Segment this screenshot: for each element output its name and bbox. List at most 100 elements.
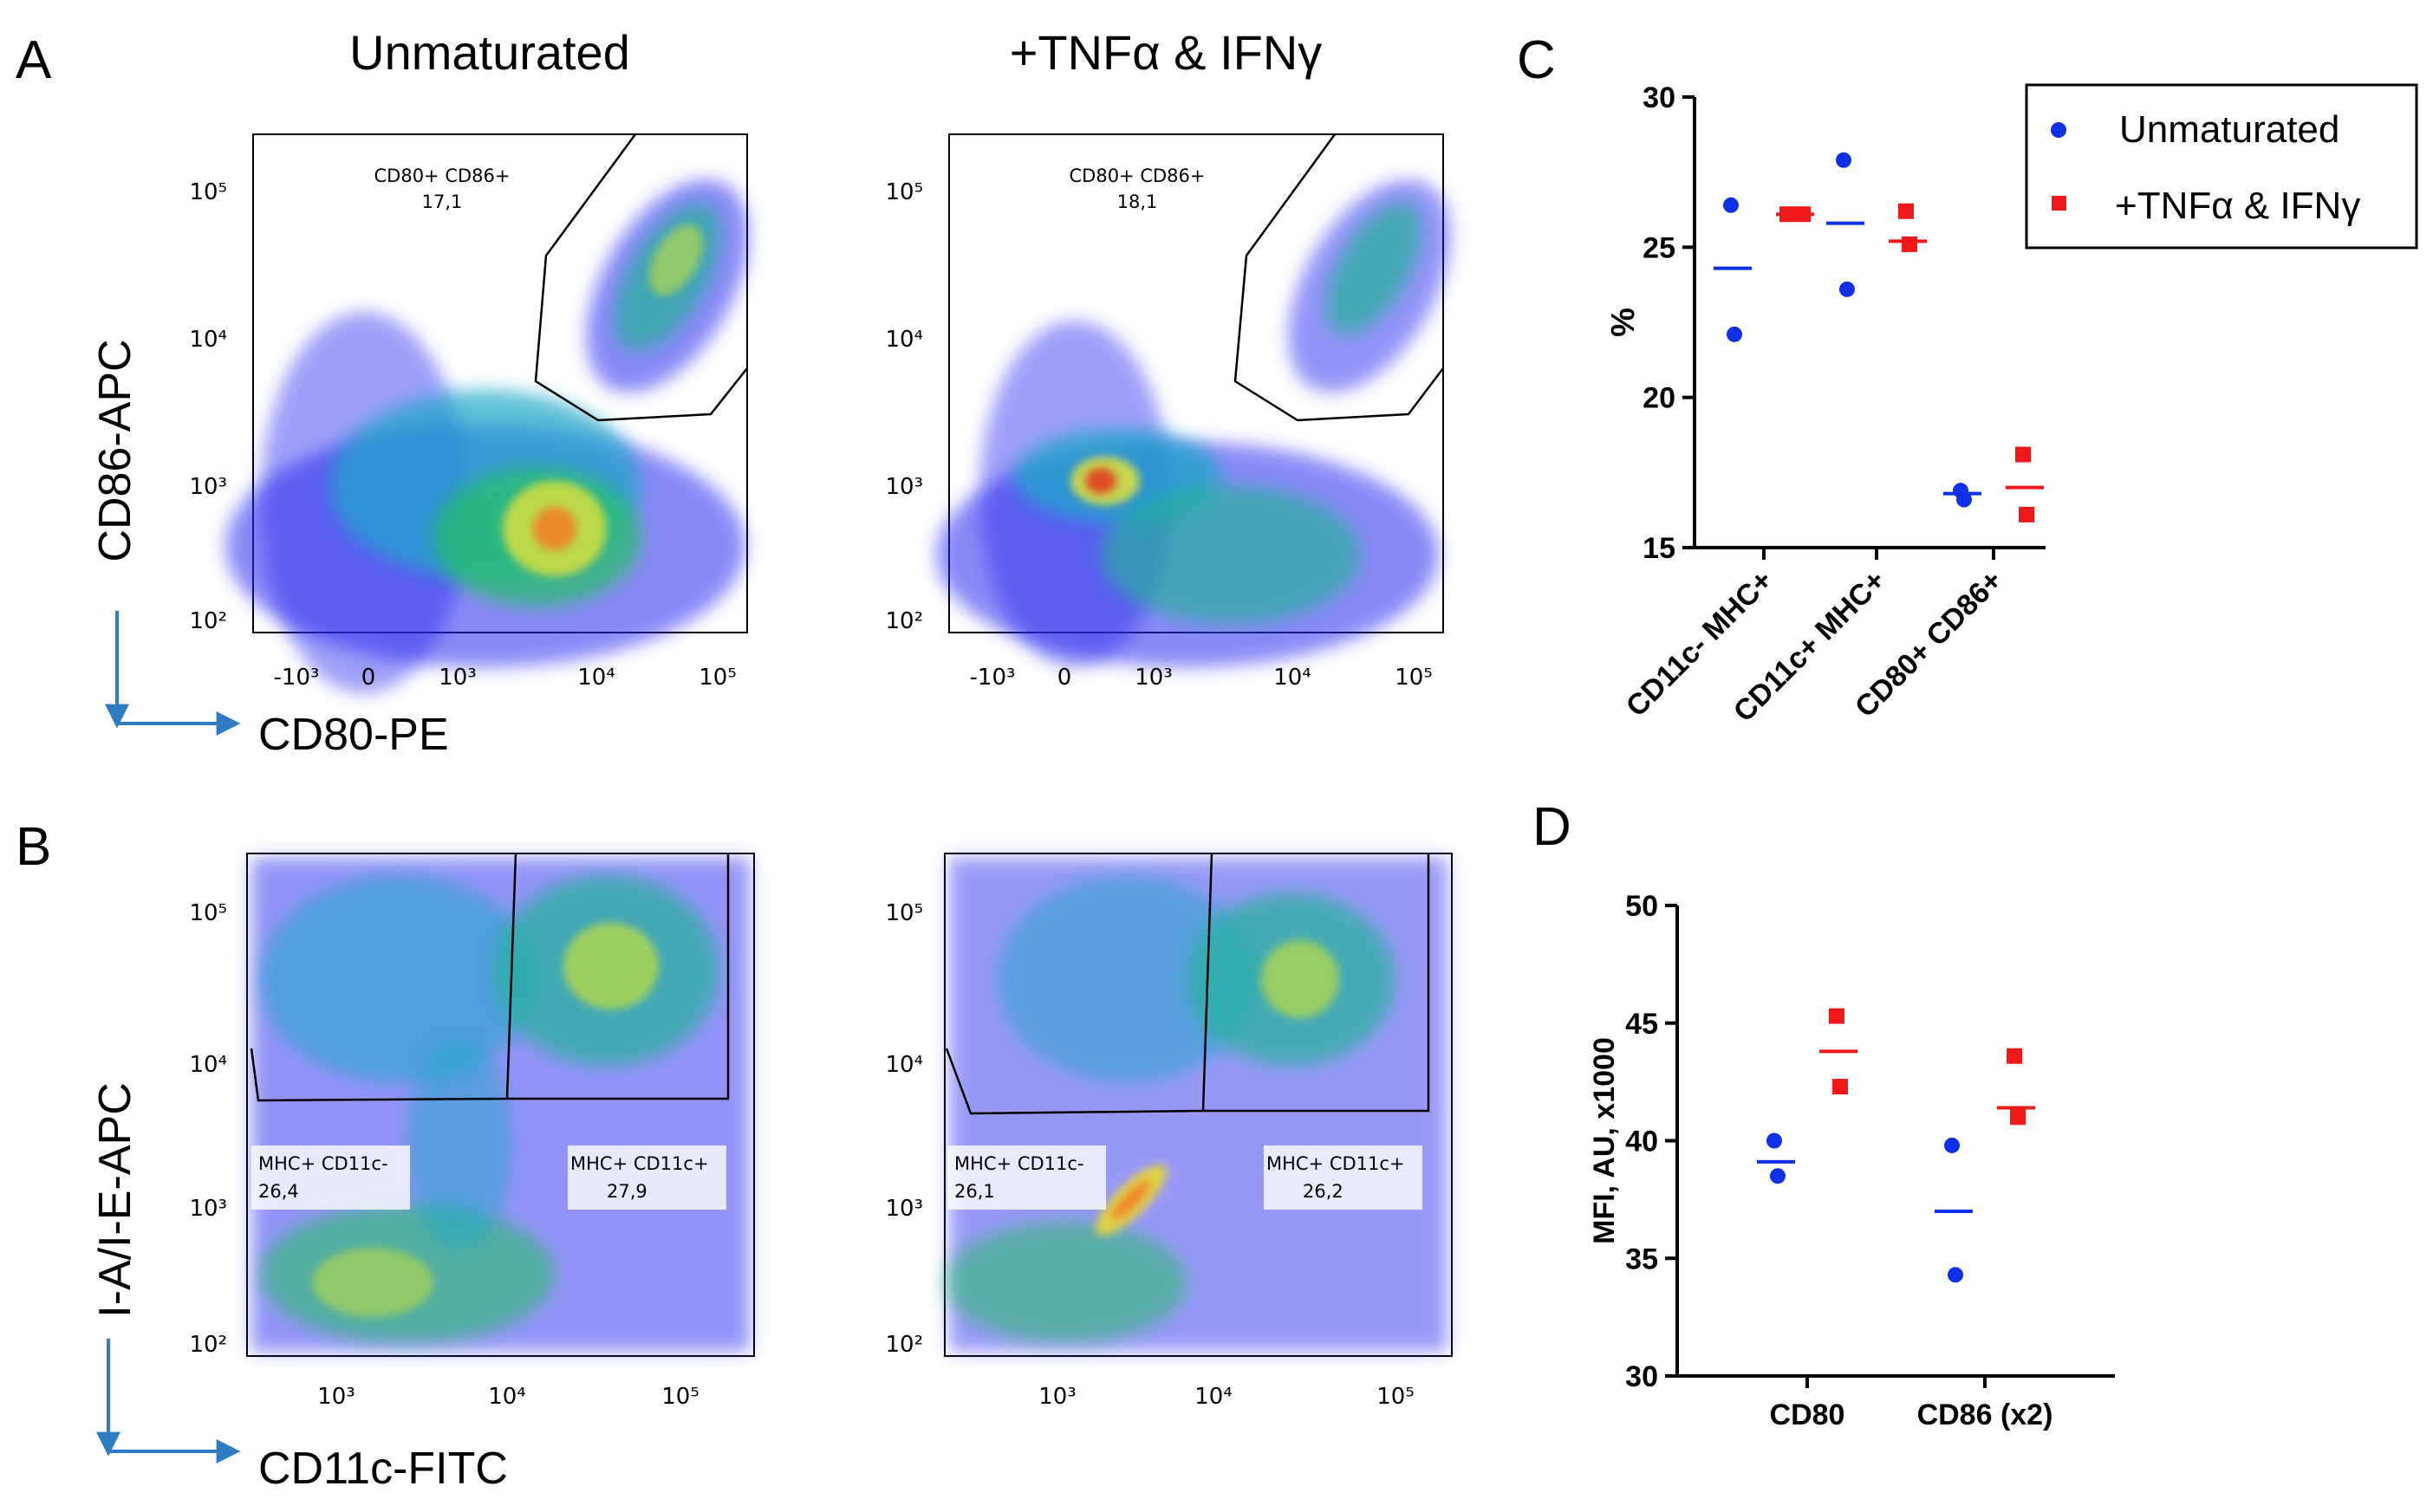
data-point-treated xyxy=(2010,1109,2026,1126)
y-tick-label: 30 xyxy=(1625,1360,1658,1393)
y-tick: 10⁵ xyxy=(189,900,227,926)
data-point-unmaturated xyxy=(1723,197,1739,213)
panel-letter-c: C xyxy=(1517,30,1556,90)
y-tick: 10⁴ xyxy=(885,327,923,353)
x-tick: 10⁵ xyxy=(661,1384,699,1410)
data-point-unmaturated xyxy=(1836,152,1851,168)
x-axis-label-a: CD80-PE xyxy=(258,710,449,760)
y-tick: 10⁵ xyxy=(885,179,923,205)
y-tick: 10² xyxy=(189,608,227,634)
x-tick: 0 xyxy=(1057,665,1072,691)
panel-letter-b: B xyxy=(16,817,51,877)
gate-label-a-right: CD80+ CD86+ xyxy=(1070,165,1206,186)
x-tick: 10³ xyxy=(1135,665,1173,691)
x-tick: 10³ xyxy=(317,1384,355,1410)
y-tick-label: 40 xyxy=(1625,1126,1658,1158)
y-axis-title: % xyxy=(1605,308,1642,337)
y-tick: 10² xyxy=(885,608,923,634)
flow-plot-a-right: CD80+ CD86+ 18,1 10⁵ 10⁴ 10³ 10² -10³ 0 … xyxy=(885,133,1451,691)
y-ticks-a-left: 10⁵ 10⁴ 10³ 10² xyxy=(189,179,227,634)
x-tick: 10⁴ xyxy=(488,1384,526,1410)
data-point-treated xyxy=(2007,1048,2022,1064)
panel-letter-a: A xyxy=(16,30,52,90)
x-ticks-b-right: 10³ 10⁴ 10⁵ xyxy=(1038,1384,1415,1410)
y-tick: 10⁴ xyxy=(189,1052,227,1078)
x-tick: 10⁴ xyxy=(577,665,615,691)
x-tick: -10³ xyxy=(970,665,1016,691)
density-cloud-a-left xyxy=(225,179,749,693)
y-tick: 10³ xyxy=(885,474,923,500)
y-ticks-b-left: 10⁵ 10⁴ 10³ 10² xyxy=(189,900,227,1358)
x-tick: 10⁵ xyxy=(699,665,737,691)
y-tick: 10⁴ xyxy=(885,1052,923,1078)
gate-value-b-left-pos: 27,9 xyxy=(607,1181,647,1202)
y-tick: 10² xyxy=(885,1332,923,1358)
y-tick: 10⁵ xyxy=(189,179,227,205)
x-tick: -10³ xyxy=(274,665,320,691)
data-point-treated xyxy=(2015,446,2031,463)
y-tick-label: 30 xyxy=(1643,81,1675,114)
y-tick: 10⁴ xyxy=(189,327,227,353)
gate-value-b-left-neg: 26,4 xyxy=(258,1181,299,1202)
x-ticks-b-left: 10³ 10⁴ 10⁵ xyxy=(317,1384,699,1410)
x-tick-label: CD86 (x2) xyxy=(1917,1398,2053,1431)
data-point-unmaturated xyxy=(1766,1132,1782,1149)
flow-plot-b-left: MHC+ CD11c- 26,4 MHC+ CD11c+ 27,9 10⁵ 10… xyxy=(189,853,755,1410)
x-tick: 0 xyxy=(361,665,376,691)
data-point-unmaturated xyxy=(1727,326,1742,342)
x-axis-label-b: CD11c-FITC xyxy=(258,1444,508,1494)
data-point-unmaturated xyxy=(1770,1168,1786,1184)
y-axis-title: MFI, AU, x1000 xyxy=(1588,1037,1621,1244)
gate-value-a-left: 17,1 xyxy=(422,191,463,212)
legend-marker-treated xyxy=(2052,196,2066,211)
y-axis-label-a: CD86-APC xyxy=(90,339,140,561)
data-point-treated xyxy=(1898,203,1914,219)
data-point-treated xyxy=(1902,236,1917,252)
y-tick: 10³ xyxy=(189,474,227,500)
x-tick: 10³ xyxy=(1038,1384,1077,1410)
data-point-unmaturated xyxy=(1839,281,1855,297)
x-tick: 10³ xyxy=(439,665,477,691)
y-tick-label: 35 xyxy=(1625,1243,1658,1275)
data-point-treated xyxy=(2019,506,2034,522)
gate-label-b-right-neg: MHC+ CD11c- xyxy=(954,1153,1084,1174)
legend: Unmaturated +TNFα & IFNγ xyxy=(2025,83,2418,250)
x-tick: 10⁵ xyxy=(1395,665,1433,691)
data-point-treated xyxy=(1829,1008,1844,1024)
y-tick-label: 50 xyxy=(1625,890,1658,923)
legend-label-treated: +TNFα & IFNγ xyxy=(2115,185,2360,227)
y-axis-label-b: I-A/I-E-APC xyxy=(90,1082,140,1318)
x-tick: 10⁴ xyxy=(1273,665,1311,691)
axis-arrows-b xyxy=(108,1339,236,1451)
header-unmaturated: Unmaturated xyxy=(349,25,630,80)
y-tick-label: 15 xyxy=(1643,532,1675,565)
legend-label-unmaturated: Unmaturated xyxy=(2119,108,2339,151)
data-point-treated xyxy=(1832,1079,1848,1095)
y-tick-label: 45 xyxy=(1625,1008,1658,1041)
data-point-unmaturated xyxy=(1944,1137,1960,1153)
gate-label-a-left: CD80+ CD86+ xyxy=(374,165,511,186)
data-point-unmaturated xyxy=(1956,491,1972,508)
density-cloud-b-left xyxy=(251,858,750,1352)
y-ticks-a-right: 10⁵ 10⁴ 10³ 10² xyxy=(885,179,923,634)
x-ticks-a-left: -10³ 0 10³ 10⁴ 10⁵ xyxy=(274,665,737,691)
scatter-chart-d: 30 35 40 45 50 MFI, AU, x1000 CD80 CD86 (x2) xyxy=(1588,890,2115,1431)
x-tick-label: CD80 xyxy=(1770,1398,1845,1431)
gate-value-b-right-neg: 26,1 xyxy=(954,1181,995,1202)
density-cloud-a-right xyxy=(936,179,1451,667)
header-treated: +TNFα & IFNγ xyxy=(1010,25,1323,80)
flow-plot-b-right: MHC+ CD11c- 26,1 MHC+ CD11c+ 26,2 10⁵ 10… xyxy=(885,853,1453,1410)
y-tick: 10² xyxy=(189,1332,227,1358)
y-tick: 10³ xyxy=(885,1196,923,1222)
gate-label-b-left-neg: MHC+ CD11c- xyxy=(258,1153,388,1174)
y-tick: 10³ xyxy=(189,1196,227,1222)
x-tick: 10⁵ xyxy=(1376,1384,1415,1410)
gate-label-b-left-pos: MHC+ CD11c+ xyxy=(570,1153,709,1174)
y-ticks-b-right: 10⁵ 10⁴ 10³ 10² xyxy=(885,900,923,1358)
flow-plot-a-left: CD80+ CD86+ 17,1 10⁵ 10⁴ 10³ 10² -10³ 0 … xyxy=(189,133,749,693)
gate-value-a-right: 18,1 xyxy=(1117,191,1158,212)
data-point-unmaturated xyxy=(1948,1267,1963,1283)
y-tick: 10⁵ xyxy=(885,900,923,926)
y-tick-label: 20 xyxy=(1643,382,1675,415)
